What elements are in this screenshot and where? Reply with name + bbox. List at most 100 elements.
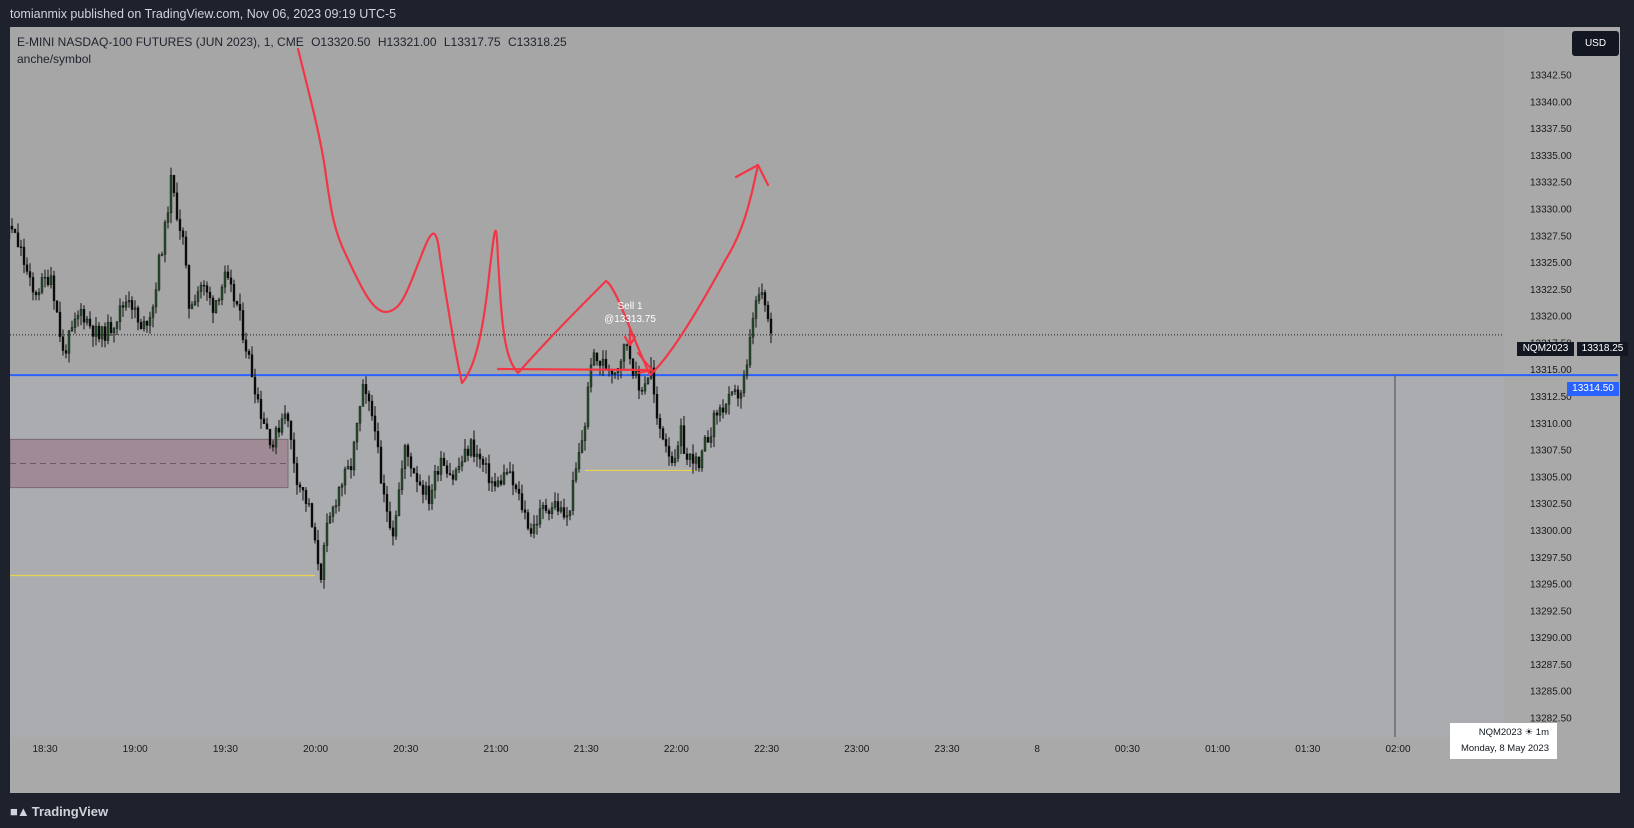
trade-marker-label: Sell 1 bbox=[617, 301, 642, 312]
candle-body bbox=[214, 300, 218, 313]
candle-body bbox=[685, 453, 689, 460]
publish-line: tomianmix published on TradingView.com, … bbox=[10, 7, 397, 21]
freehand-arrow-path[interactable] bbox=[296, 47, 760, 385]
candle bbox=[601, 350, 605, 377]
candle bbox=[409, 452, 413, 477]
candle bbox=[664, 433, 668, 453]
candle bbox=[232, 279, 236, 308]
candle-body bbox=[232, 284, 236, 302]
candle bbox=[70, 320, 74, 332]
time-tick-label: 00:30 bbox=[1115, 744, 1140, 755]
price-tick-label: 13300.00 bbox=[1530, 526, 1572, 537]
candle bbox=[154, 282, 158, 314]
candle bbox=[541, 502, 545, 520]
candle bbox=[163, 219, 167, 263]
price-tick-label: 13287.50 bbox=[1530, 660, 1572, 671]
candle-body bbox=[733, 389, 737, 392]
candle bbox=[676, 441, 680, 462]
candle-body bbox=[199, 284, 203, 292]
candle bbox=[712, 409, 716, 448]
chart-canvas[interactable]: 13342.50 13340.00 13337.50 13335.00 13332.50… bbox=[10, 27, 1620, 793]
candle bbox=[427, 475, 431, 511]
candle bbox=[151, 304, 155, 328]
candle bbox=[769, 312, 773, 344]
candle bbox=[559, 500, 563, 514]
candle bbox=[187, 264, 191, 319]
candle-body bbox=[298, 484, 302, 488]
arrow-head-right[interactable] bbox=[637, 352, 653, 374]
candle-body bbox=[757, 294, 761, 301]
candle bbox=[265, 417, 269, 430]
candle bbox=[631, 357, 635, 379]
arrow-head-up[interactable] bbox=[734, 163, 770, 187]
candle bbox=[304, 487, 308, 512]
candle-body bbox=[133, 307, 137, 310]
candle-body bbox=[460, 461, 464, 467]
candle-body bbox=[169, 175, 173, 214]
candle bbox=[508, 461, 512, 474]
candle bbox=[529, 523, 533, 537]
candle bbox=[169, 167, 173, 224]
candle bbox=[685, 447, 689, 466]
price-tick-label: 13332.50 bbox=[1530, 178, 1572, 189]
candle bbox=[376, 422, 380, 454]
candle bbox=[145, 320, 149, 333]
candle bbox=[439, 451, 443, 481]
candle-body bbox=[238, 304, 242, 311]
candle bbox=[271, 440, 275, 452]
candle-body bbox=[457, 465, 461, 470]
candle bbox=[721, 399, 725, 419]
horizontal-red-stroke[interactable] bbox=[496, 367, 652, 372]
tradingview-brand: TradingView bbox=[31, 804, 109, 819]
candle bbox=[619, 358, 623, 379]
candle-body bbox=[637, 371, 641, 391]
level-price-badge[interactable]: 13314.50 bbox=[1567, 382, 1619, 396]
candle bbox=[67, 329, 71, 363]
candle bbox=[436, 465, 440, 482]
candle bbox=[478, 448, 482, 469]
price-tick-label: 13305.00 bbox=[1530, 472, 1572, 483]
candle bbox=[268, 428, 272, 449]
candle-body bbox=[544, 505, 548, 511]
candle bbox=[340, 482, 344, 497]
candle-body bbox=[748, 336, 752, 366]
candle bbox=[646, 376, 650, 385]
candle bbox=[13, 228, 17, 234]
candle-body bbox=[64, 350, 68, 354]
candle bbox=[550, 502, 554, 519]
candle bbox=[40, 273, 44, 295]
candle-body bbox=[466, 448, 470, 456]
chart-frame[interactable]: 13342.50 13340.00 13337.50 13335.00 13332.50… bbox=[10, 27, 1628, 793]
candle-body bbox=[619, 360, 623, 369]
candle bbox=[172, 174, 176, 197]
candle bbox=[487, 454, 491, 492]
currency-button[interactable]: USD bbox=[1572, 31, 1619, 56]
candle bbox=[523, 500, 527, 520]
candle-body bbox=[661, 428, 665, 440]
candle bbox=[667, 437, 671, 466]
tradingview-footer[interactable]: ■▲ TradingView bbox=[10, 802, 108, 822]
price-tick-label: 13330.00 bbox=[1530, 204, 1572, 215]
candle bbox=[85, 315, 89, 326]
instrument-title[interactable]: E-MINI NASDAQ-100 FUTURES (JUN 2023), 1,… bbox=[17, 35, 304, 49]
candle bbox=[499, 474, 503, 487]
candle-body bbox=[196, 291, 200, 302]
candle bbox=[658, 413, 662, 439]
candle-body bbox=[13, 228, 17, 233]
candle bbox=[730, 391, 734, 397]
candle-body bbox=[142, 320, 146, 330]
candle-body bbox=[628, 345, 632, 360]
candle-body bbox=[346, 466, 350, 470]
candle-body bbox=[130, 300, 134, 310]
candle bbox=[34, 290, 38, 301]
candle-body bbox=[151, 306, 155, 318]
candle-body bbox=[91, 325, 95, 337]
candle-body bbox=[571, 479, 575, 511]
candle bbox=[661, 426, 665, 441]
price-tick-label: 13290.00 bbox=[1530, 633, 1572, 644]
candle-body bbox=[493, 481, 497, 487]
price-tick-label: 13310.00 bbox=[1530, 419, 1572, 430]
indicator-line: anche/symbol bbox=[17, 52, 92, 66]
candle-body bbox=[352, 441, 356, 471]
candle bbox=[16, 223, 20, 248]
